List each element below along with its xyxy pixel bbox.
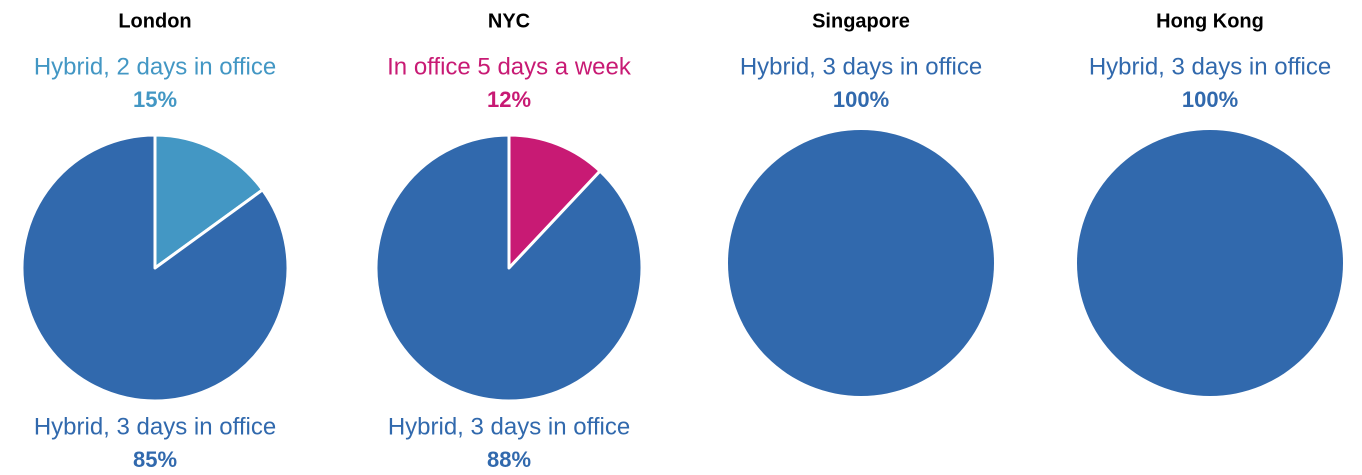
pie-slice: [1077, 130, 1343, 396]
pie-title: London: [118, 10, 191, 32]
pie-slice: [20, 133, 290, 403]
slice-value-label: 100%: [833, 87, 889, 112]
slice-value-label: 12%: [487, 87, 531, 112]
slice-value-label: 15%: [133, 87, 177, 112]
slice-label: In office 5 days a week: [387, 53, 632, 80]
pie-title: Hong Kong: [1156, 10, 1264, 32]
slice-value-label: 100%: [1182, 87, 1238, 112]
slice-label: Hybrid, 2 days in office: [34, 53, 276, 80]
pie-slice: [374, 133, 644, 403]
slice-label: Hybrid, 3 days in office: [34, 413, 276, 440]
pie-slice: [728, 130, 994, 396]
pie-slice: [153, 133, 265, 270]
slice-label: Hybrid, 3 days in office: [388, 413, 630, 440]
pie-title: NYC: [488, 10, 530, 32]
pie-slice: [507, 133, 602, 270]
slice-value-label: 85%: [133, 447, 177, 472]
pie-title: Singapore: [812, 10, 910, 32]
slice-label: Hybrid, 3 days in office: [1089, 53, 1331, 80]
slice-label: Hybrid, 3 days in office: [740, 53, 982, 80]
slice-value-label: 88%: [487, 447, 531, 472]
